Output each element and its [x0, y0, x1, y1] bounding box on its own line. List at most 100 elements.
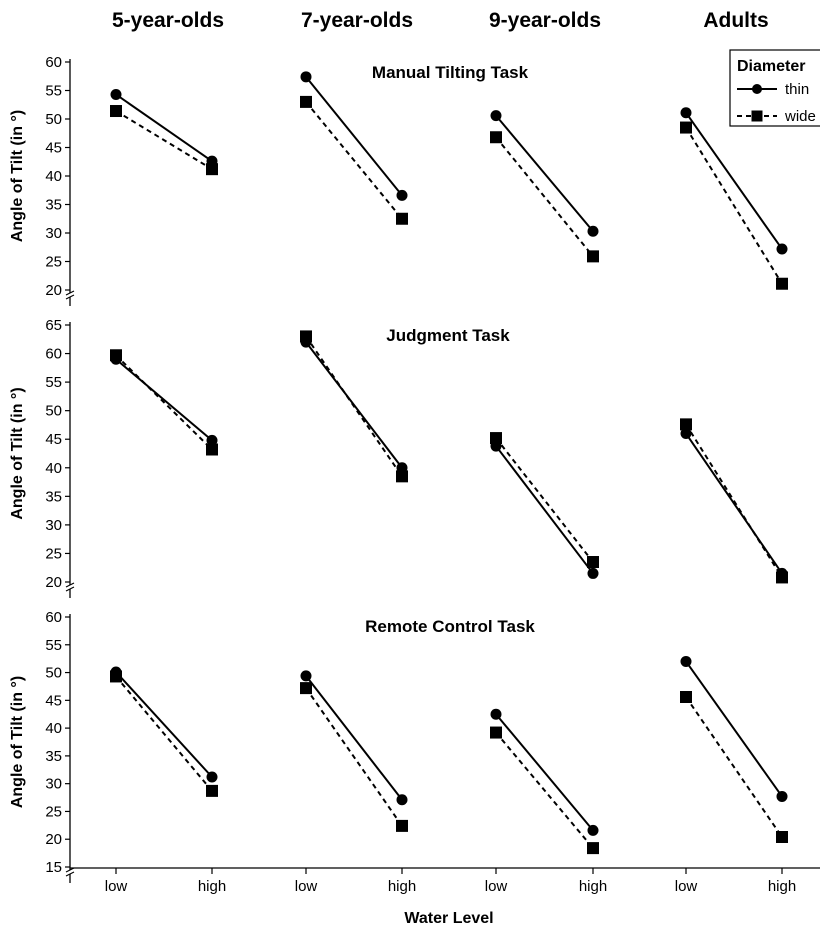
series-line-thin [305, 675, 403, 801]
x-category-label: high [388, 878, 416, 895]
data-point-wide-low [110, 670, 122, 683]
y-tick-label: 50 [45, 665, 62, 682]
data-point-wide-low [110, 349, 122, 362]
data-point-wide-high [776, 831, 788, 843]
series-line-wide [115, 675, 213, 792]
series-line-thin [685, 112, 783, 250]
panel-title: Judgment Task [386, 326, 510, 345]
data-point-thin-high [776, 243, 788, 255]
data-point-wide-low [300, 330, 312, 343]
y-axis-break-mark [65, 290, 75, 296]
column-titles: 5-year-olds 7-year-olds 9-year-olds Adul… [112, 9, 769, 32]
y-tick-label: 25 [45, 545, 62, 562]
x-axis-category-labels: low high low high low high low high [70, 867, 820, 895]
y-tick-label: 20 [45, 831, 62, 848]
y-tick-label: 55 [45, 83, 62, 100]
column-title-9-year-olds: 9-year-olds [489, 9, 601, 32]
series-line-thin [685, 432, 783, 574]
data-point-thin-low [110, 88, 122, 100]
series-line-thin [115, 93, 213, 163]
data-point-wide-high [206, 163, 218, 176]
x-category-label: high [768, 878, 796, 895]
panel-3: Remote Control Task 15 20 25 30 35 40 45 50 55 60 A… [9, 609, 788, 883]
data-point-thin-low [300, 670, 312, 682]
legend-thin-label: thin [785, 81, 809, 98]
data-point-wide-high [206, 443, 218, 456]
data-point-wide-high [206, 784, 218, 797]
data-point-wide-low [680, 691, 692, 703]
data-point-wide-low [490, 726, 502, 739]
data-point-wide-high [396, 212, 408, 225]
data-point-thin-low [680, 107, 692, 119]
panels: Manual Tilting Task 20 25 30 35 40 45 50 55 60 Ang… [9, 54, 788, 883]
y-tick-label: 25 [45, 803, 62, 820]
y-axis-break-mark [65, 582, 75, 588]
y-tick-label: 65 [45, 317, 62, 334]
y-tick-label: 55 [45, 374, 62, 391]
panel-1: Manual Tilting Task 20 25 30 35 40 45 50 55 60 Ang… [9, 54, 788, 306]
legend-wide-label: wide [784, 108, 816, 125]
y-axis-title: Angle of Tilt (in °) [9, 110, 26, 242]
series-line-wide [305, 687, 403, 827]
panel-title: Remote Control Task [365, 617, 535, 636]
data-point-wide-low [300, 682, 312, 695]
data-point-thin-low [680, 428, 692, 440]
y-tick-label: 60 [45, 609, 62, 626]
data-point-wide-high [587, 556, 599, 569]
series-line-thin [305, 76, 403, 197]
y-tick-label: 45 [45, 431, 62, 448]
series-line-thin [115, 358, 213, 442]
data-point-thin-low [300, 71, 312, 83]
series-line-wide [685, 696, 783, 838]
legend-thin-marker [752, 84, 762, 94]
y-axis-break-mark [65, 867, 75, 873]
y-tick-label: 25 [45, 254, 62, 271]
series-line-wide [115, 354, 213, 451]
legend: Diameter thin wide [729, 49, 820, 127]
data-point-wide-low [490, 131, 502, 144]
x-category-label: high [198, 878, 226, 895]
data-point-thin-low [490, 110, 502, 122]
panel-title: Manual Tilting Task [372, 63, 529, 82]
y-tick-label: 20 [45, 282, 62, 299]
data-point-wide-high [587, 250, 599, 263]
data-point-thin-low [680, 655, 692, 667]
y-tick-label: 55 [45, 637, 62, 654]
data-point-wide-low [680, 121, 692, 134]
series-line-wide [495, 136, 594, 258]
data-point-thin-high [206, 771, 218, 783]
series-line-wide [495, 437, 594, 563]
data-point-thin-high [587, 824, 599, 836]
data-point-thin-high [206, 434, 218, 446]
y-tick-label: 35 [45, 748, 62, 765]
data-point-wide-low [110, 105, 122, 118]
x-axis-title: Water Level [404, 910, 493, 927]
y-tick-label: 50 [45, 403, 62, 420]
data-point-thin-high [587, 225, 599, 237]
y-axis-title: Angle of Tilt (in °) [9, 387, 26, 519]
y-tick-label: 60 [45, 54, 62, 71]
y-tick-label: 35 [45, 488, 62, 505]
data-point-wide-low [680, 418, 692, 431]
x-category-label: high [579, 878, 607, 895]
series-line-thin [115, 671, 213, 778]
y-tick-label: 40 [45, 720, 62, 737]
y-tick-label: 40 [45, 168, 62, 185]
data-point-thin-high [776, 790, 788, 802]
series-line-thin [495, 713, 594, 831]
y-tick-label: 15 [45, 859, 62, 876]
legend-wide-marker [751, 110, 763, 122]
data-point-wide-low [490, 432, 502, 445]
data-point-wide-high [396, 470, 408, 483]
data-point-thin-low [490, 708, 502, 720]
data-point-thin-high [587, 567, 599, 579]
series-line-wide [305, 101, 403, 220]
y-tick-label: 35 [45, 197, 62, 214]
x-category-label: low [295, 878, 318, 895]
y-tick-label: 45 [45, 140, 62, 157]
column-title-5-year-olds: 5-year-olds [112, 9, 224, 32]
data-point-wide-low [300, 95, 312, 108]
y-tick-label: 45 [45, 692, 62, 709]
x-category-label: low [675, 878, 698, 895]
